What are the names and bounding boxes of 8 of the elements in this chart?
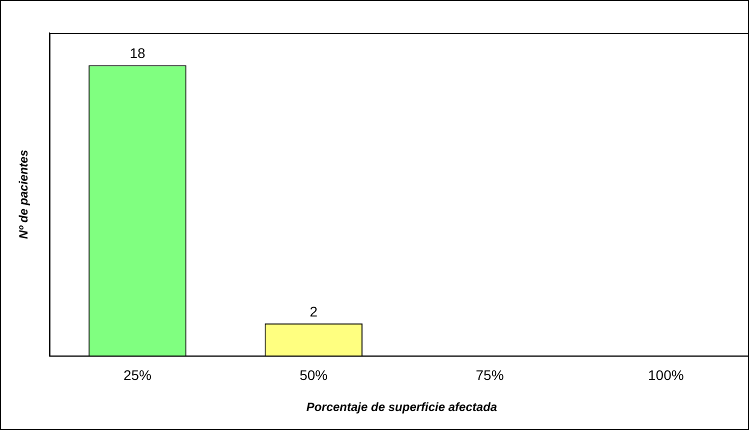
data-label: 18 xyxy=(130,45,146,62)
x-tick-label: 25% xyxy=(123,367,152,384)
x-tick-label: 50% xyxy=(300,367,328,384)
y-axis-title: Nº de pacientes xyxy=(16,150,31,239)
x-tick-label: 75% xyxy=(476,367,504,384)
data-label: 2 xyxy=(310,303,318,320)
x-axis-title: Porcentaje de superficie afectada xyxy=(306,400,498,414)
x-tick-label: 100% xyxy=(648,367,684,384)
